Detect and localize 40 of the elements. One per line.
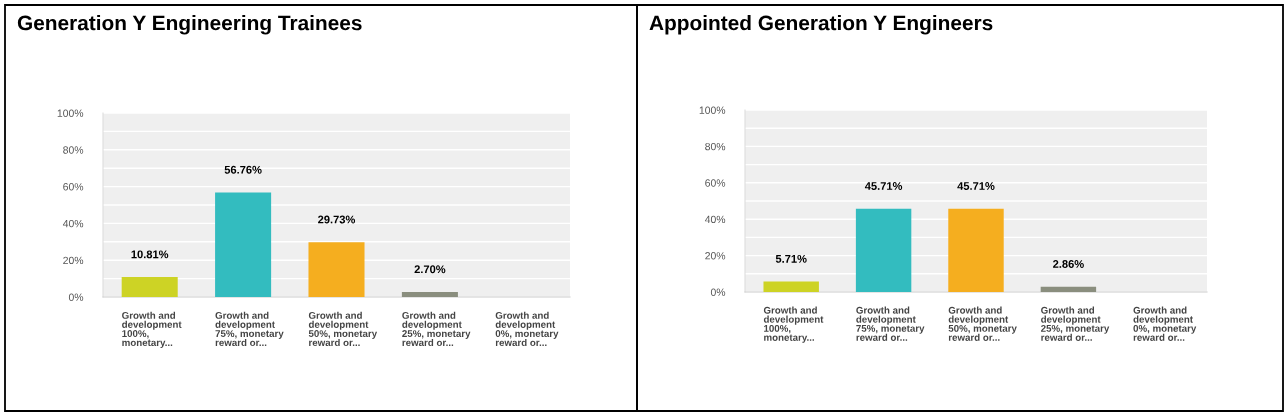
chart-title: Generation Y Engineering Trainees xyxy=(17,15,362,35)
x-tick-label: Growth and development 100%, monetary... xyxy=(122,311,182,348)
y-tick-label: 40% xyxy=(62,219,84,228)
x-tick-label: Growth and development 75%, monetary reward or... xyxy=(856,306,925,341)
y-tick-label: 80% xyxy=(63,146,84,154)
y-tick-label: 100% xyxy=(57,109,84,117)
bar xyxy=(215,192,272,297)
bar xyxy=(948,208,1004,292)
data-label: 45.71% xyxy=(864,182,903,190)
x-tick-label: Growth and development 25%, monetary reward or... xyxy=(402,311,471,347)
data-label: 56.76% xyxy=(224,165,262,174)
y-tick-label: 20% xyxy=(705,252,726,260)
y-tick-label: 40% xyxy=(704,215,726,224)
y-tick-label: 100% xyxy=(699,106,726,114)
y-tick-label: 80% xyxy=(705,142,726,151)
data-label: 2.70% xyxy=(414,265,446,274)
bar xyxy=(855,208,912,292)
x-tick-label: Growth and development 25%, monetary reward or... xyxy=(1041,306,1110,341)
x-tick-label: Growth and development 50%, monetary reward or... xyxy=(948,306,1017,341)
x-tick-label: Growth and development 100%, monetary... xyxy=(763,306,824,343)
data-label: 29.73% xyxy=(318,215,356,224)
x-tick-label: Growth and development 50%, monetary reward or... xyxy=(308,311,378,347)
y-tick-label: 60% xyxy=(63,183,84,191)
bar xyxy=(121,277,178,297)
x-tick-label: Growth and development 0%, monetary reward or... xyxy=(495,311,559,347)
bar xyxy=(1040,286,1097,292)
data-label: 5.71% xyxy=(775,254,807,263)
data-label: 2.86% xyxy=(1053,260,1084,268)
y-tick-label: 0% xyxy=(710,288,726,296)
x-tick-label: Growth and development 75%, monetary reward or... xyxy=(215,311,284,347)
y-tick-label: 0% xyxy=(68,293,84,301)
data-label: 45.71% xyxy=(957,182,995,190)
x-tick-label: Growth and development 0%, monetary reward or... xyxy=(1133,306,1197,341)
bar xyxy=(763,281,819,292)
data-label: 10.81% xyxy=(131,250,169,259)
bar xyxy=(401,292,458,297)
y-tick-label: 60% xyxy=(705,179,726,187)
bar xyxy=(308,242,365,297)
y-tick-label: 20% xyxy=(63,256,84,265)
chart-title: Appointed Generation Y Engineers xyxy=(649,15,993,35)
